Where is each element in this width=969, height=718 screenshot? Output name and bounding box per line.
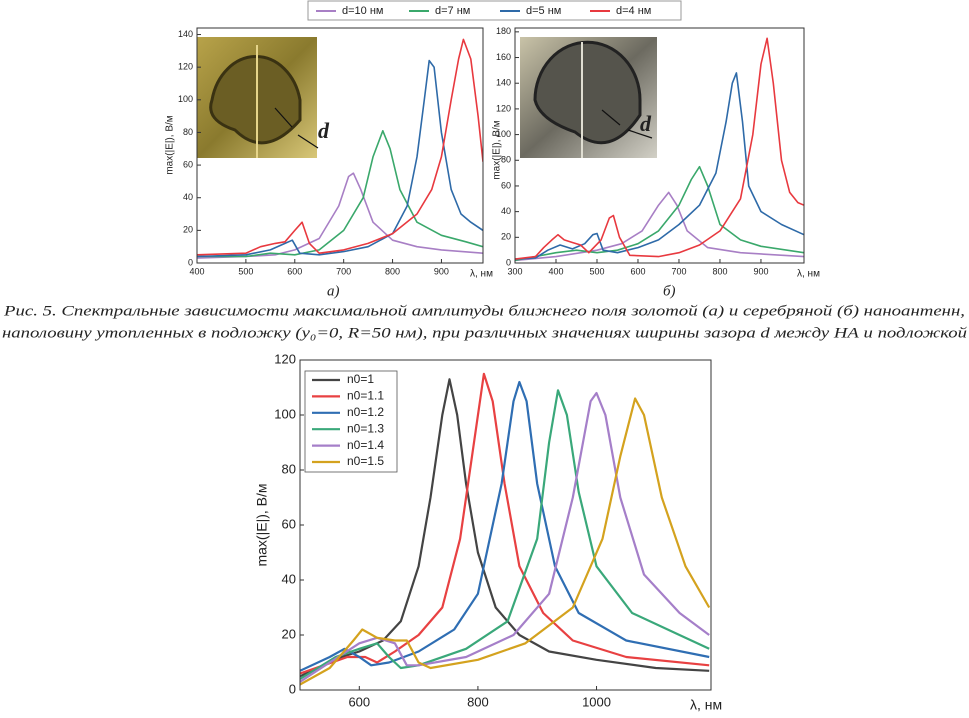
series-line xyxy=(197,59,483,258)
x-tick-label: 400 xyxy=(548,266,563,276)
inset-label: d xyxy=(318,118,330,143)
x-tick-label: 900 xyxy=(434,266,449,276)
legend-box xyxy=(307,0,682,21)
y-tick-label: 40 xyxy=(501,206,511,216)
x-tick-label: 900 xyxy=(753,266,768,276)
series-line xyxy=(515,37,804,260)
y-tick-label: 60 xyxy=(282,516,296,531)
y-tick-label: 40 xyxy=(183,192,193,202)
legend-label: n0=1.5 xyxy=(347,454,384,468)
legend-label: d=7 нм xyxy=(435,5,470,17)
y-tick-label: 120 xyxy=(178,62,193,72)
y-tick-label: 120 xyxy=(274,351,296,366)
x-axis-label: λ, нм xyxy=(690,697,722,713)
y-tick-label: 100 xyxy=(274,406,296,421)
y-axis-label: max(|E|), В/м xyxy=(165,115,176,174)
series-line xyxy=(197,172,483,259)
series-line xyxy=(197,38,483,256)
x-tick-label: 600 xyxy=(287,266,302,276)
legend-label: n0=1.2 xyxy=(347,405,384,419)
y-tick-label: 0 xyxy=(289,681,296,696)
y-tick-label: 100 xyxy=(178,94,193,104)
y-tick-label: 0 xyxy=(506,257,511,267)
legend-label: d=10 нм xyxy=(342,5,383,17)
x-tick-label: 300 xyxy=(507,266,522,276)
inset-image xyxy=(197,37,319,158)
x-tick-label: 800 xyxy=(467,694,489,709)
series-line xyxy=(515,191,804,262)
y-tick-label: 80 xyxy=(183,127,193,137)
x-tick-label: 800 xyxy=(712,266,727,276)
series-line xyxy=(300,391,710,683)
y-tick-label: 20 xyxy=(183,225,193,235)
x-tick-label: 600 xyxy=(348,694,370,709)
y-tick-label: 20 xyxy=(282,626,296,641)
legend-label: d=5 нм xyxy=(526,5,561,17)
legend-label: d=4 нм xyxy=(616,5,651,17)
x-tick-label: 1000 xyxy=(582,694,611,709)
legend-label: n0=1 xyxy=(347,372,374,386)
subfigure-label: б) xyxy=(663,283,676,299)
caption-line: Рис. 5. Спектральные зависимости максима… xyxy=(3,303,965,319)
y-tick-label: 80 xyxy=(282,461,296,476)
series-line xyxy=(300,380,710,672)
x-tick-label: 800 xyxy=(385,266,400,276)
y-tick-label: 80 xyxy=(501,155,511,165)
x-tick-label: 700 xyxy=(671,266,686,276)
inset-image xyxy=(520,37,657,158)
x-tick-label: 600 xyxy=(630,266,645,276)
y-tick-label: 20 xyxy=(501,232,511,242)
series-line xyxy=(515,72,804,260)
legend-label: n0=1.3 xyxy=(347,421,384,435)
legend-box xyxy=(304,370,398,473)
x-axis-label: λ, нм xyxy=(797,269,820,280)
y-axis-label: max(|E|), В/м xyxy=(254,483,270,566)
y-tick-label: 160 xyxy=(496,52,511,62)
x-axis-label: λ, нм xyxy=(470,269,493,280)
x-tick-label: 500 xyxy=(589,266,604,276)
series-line xyxy=(515,165,804,262)
caption-line: наполовину утопленных в подложку (y₀=0, … xyxy=(2,325,968,341)
plot-frame xyxy=(514,27,805,264)
y-tick-label: 60 xyxy=(183,159,193,169)
y-tick-label: 0 xyxy=(188,257,193,267)
y-tick-label: 140 xyxy=(496,78,511,88)
x-tick-label: 500 xyxy=(238,266,253,276)
y-tick-label: 180 xyxy=(496,26,511,36)
series-line xyxy=(300,378,710,678)
series-line xyxy=(300,372,710,675)
series-line xyxy=(300,389,710,680)
y-tick-label: 140 xyxy=(178,29,193,39)
y-tick-label: 100 xyxy=(496,129,511,139)
series-line xyxy=(300,397,711,686)
y-tick-label: 120 xyxy=(496,103,511,113)
subfigure-label: а) xyxy=(327,283,340,299)
plot-frame xyxy=(299,359,712,691)
legend-label: n0=1.1 xyxy=(347,389,384,403)
inset-label: d xyxy=(640,111,652,136)
y-axis-label: max(|E|), В/м xyxy=(492,120,503,179)
x-tick-label: 700 xyxy=(336,266,351,276)
legend-label: n0=1.4 xyxy=(347,438,384,452)
y-tick-label: 60 xyxy=(501,180,511,190)
y-tick-label: 40 xyxy=(282,571,296,586)
x-tick-label: 400 xyxy=(189,266,204,276)
series-line xyxy=(197,130,483,258)
plot-frame xyxy=(196,27,484,264)
